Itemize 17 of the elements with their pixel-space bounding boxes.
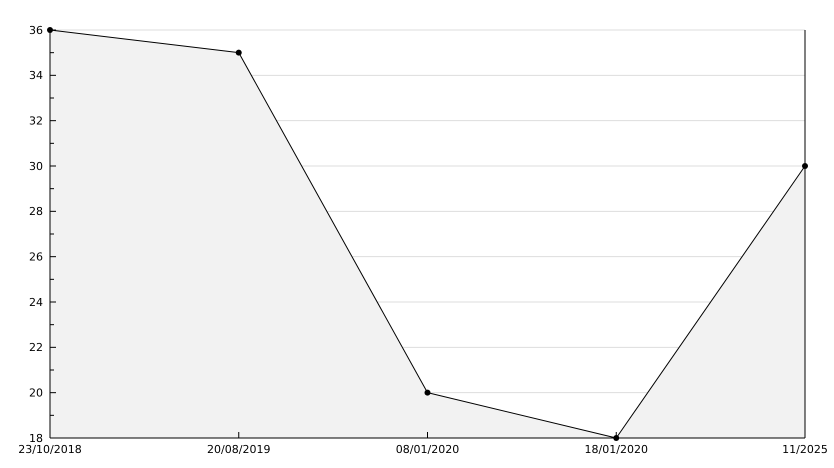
y-tick-label: 28 [29,205,43,218]
x-tick-label: 18/01/2020 [584,443,648,456]
x-tick-label: 20/08/2019 [207,443,270,456]
y-tick-label: 24 [29,296,43,309]
y-tick-label: 32 [29,114,43,128]
y-tick-label: 20 [29,386,43,400]
y-tick-label: 30 [29,160,43,173]
point [236,50,242,56]
x-tick-label: 11/2025 [782,443,828,456]
y-tick-label: 34 [29,69,43,82]
point [424,390,430,396]
y-tick-label: 18 [29,432,43,445]
y-tick-label: 36 [29,24,43,37]
x-tick-label: 23/10/2018 [18,443,82,456]
x-tick-label: 08/01/2020 [396,443,460,456]
y-tick-label: 26 [29,250,43,264]
y-tick-label: 22 [29,341,43,354]
